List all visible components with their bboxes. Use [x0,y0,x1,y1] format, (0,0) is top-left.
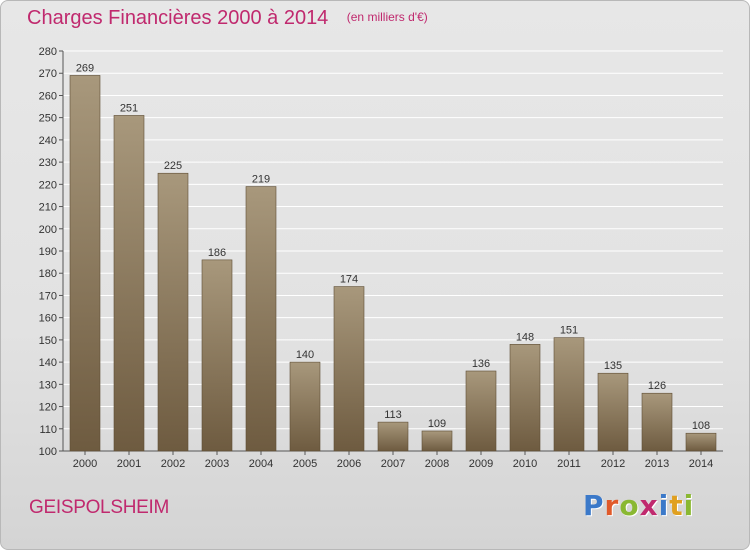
y-tick-label: 230 [39,157,57,169]
x-tick-label: 2005 [293,458,317,470]
bars [69,75,717,452]
y-tick-label: 150 [39,335,57,347]
commune-name: GEISPOLSHEIM [29,497,169,518]
chart-title: Charges Financières 2000 à 2014 [27,7,329,29]
x-tick-label: 2011 [557,458,581,470]
bar-2009 [465,370,497,452]
y-tick-label: 110 [39,424,57,436]
y-tick-label: 250 [39,113,57,125]
x-tick-label: 2006 [337,458,361,470]
bar-2010 [509,344,541,452]
x-tick-label: 2004 [249,458,273,470]
data-label: 174 [340,274,358,286]
y-tick-label: 170 [39,290,57,302]
bar-2003 [201,259,233,452]
logo-letter: o [619,489,640,522]
bar-2002 [157,172,189,452]
x-tick-label: 2010 [513,458,537,470]
bar-2006 [333,286,365,452]
x-tick-label: 2003 [205,458,229,470]
x-tick-label: 2009 [469,458,493,470]
y-tick-label: 260 [39,90,57,102]
data-label: 219 [252,174,270,186]
logo-letter: i [683,489,695,522]
y-tick-label: 270 [39,68,57,80]
x-tick-label: 2013 [645,458,669,470]
data-labels: 269 251 225 186 219 140 174 113 109 136 148 151 135 1… [76,62,710,432]
logo-letter: P [583,489,605,522]
bar-2013 [641,392,673,452]
logo-letter: i [658,489,670,522]
bar-2004 [245,186,277,452]
y-tick-label: 220 [39,179,57,191]
y-tick-label: 130 [39,379,57,391]
proxiti-logo[interactable]: Proxiti [583,489,694,522]
logo-letter: x [639,489,659,522]
data-label: 269 [76,62,94,74]
bar-2005 [289,361,321,452]
y-tick-label: 190 [39,246,57,258]
y-tick-label: 180 [39,268,57,280]
bar-2011 [553,337,585,452]
data-label: 148 [516,331,534,343]
data-label: 135 [604,360,622,372]
data-label: 186 [208,247,226,259]
data-label: 151 [560,325,578,337]
x-tick-label: 2000 [73,458,97,470]
logo-letter: r [604,489,620,522]
data-label: 113 [384,409,402,421]
bar-2000 [69,75,101,452]
y-tick-label: 200 [39,224,57,236]
data-label: 126 [648,380,666,392]
x-tick-label: 2012 [601,458,625,470]
x-tick-label: 2008 [425,458,449,470]
bar-2014 [685,432,717,452]
bar-2012 [597,372,629,452]
x-tick-label: 2001 [117,458,141,470]
y-tick-label: 140 [39,357,57,369]
chart-unit: (en milliers d'€) [346,10,428,24]
logo-letter: t [669,489,684,522]
y-tick-label: 280 [39,46,57,58]
data-label: 251 [120,102,138,114]
data-label: 136 [472,358,490,370]
y-tick-label: 240 [39,135,57,147]
y-tick-label: 120 [39,402,57,414]
y-tick-label: 100 [39,446,57,458]
bar-2001 [113,115,145,452]
x-tick-label: 2007 [381,458,405,470]
data-label: 225 [164,160,182,172]
data-label: 140 [296,349,314,361]
data-label: 108 [692,420,710,432]
y-tick-label: 160 [39,313,57,325]
chart-header: Charges Financières 2000 à 2014 (en mill… [27,7,428,30]
y-tick-label: 210 [39,202,57,214]
data-label: 109 [428,418,446,430]
bar-2008 [421,430,453,452]
bar-2007 [377,421,409,452]
x-tick-label: 2002 [161,458,185,470]
x-tick-label: 2014 [689,458,713,470]
